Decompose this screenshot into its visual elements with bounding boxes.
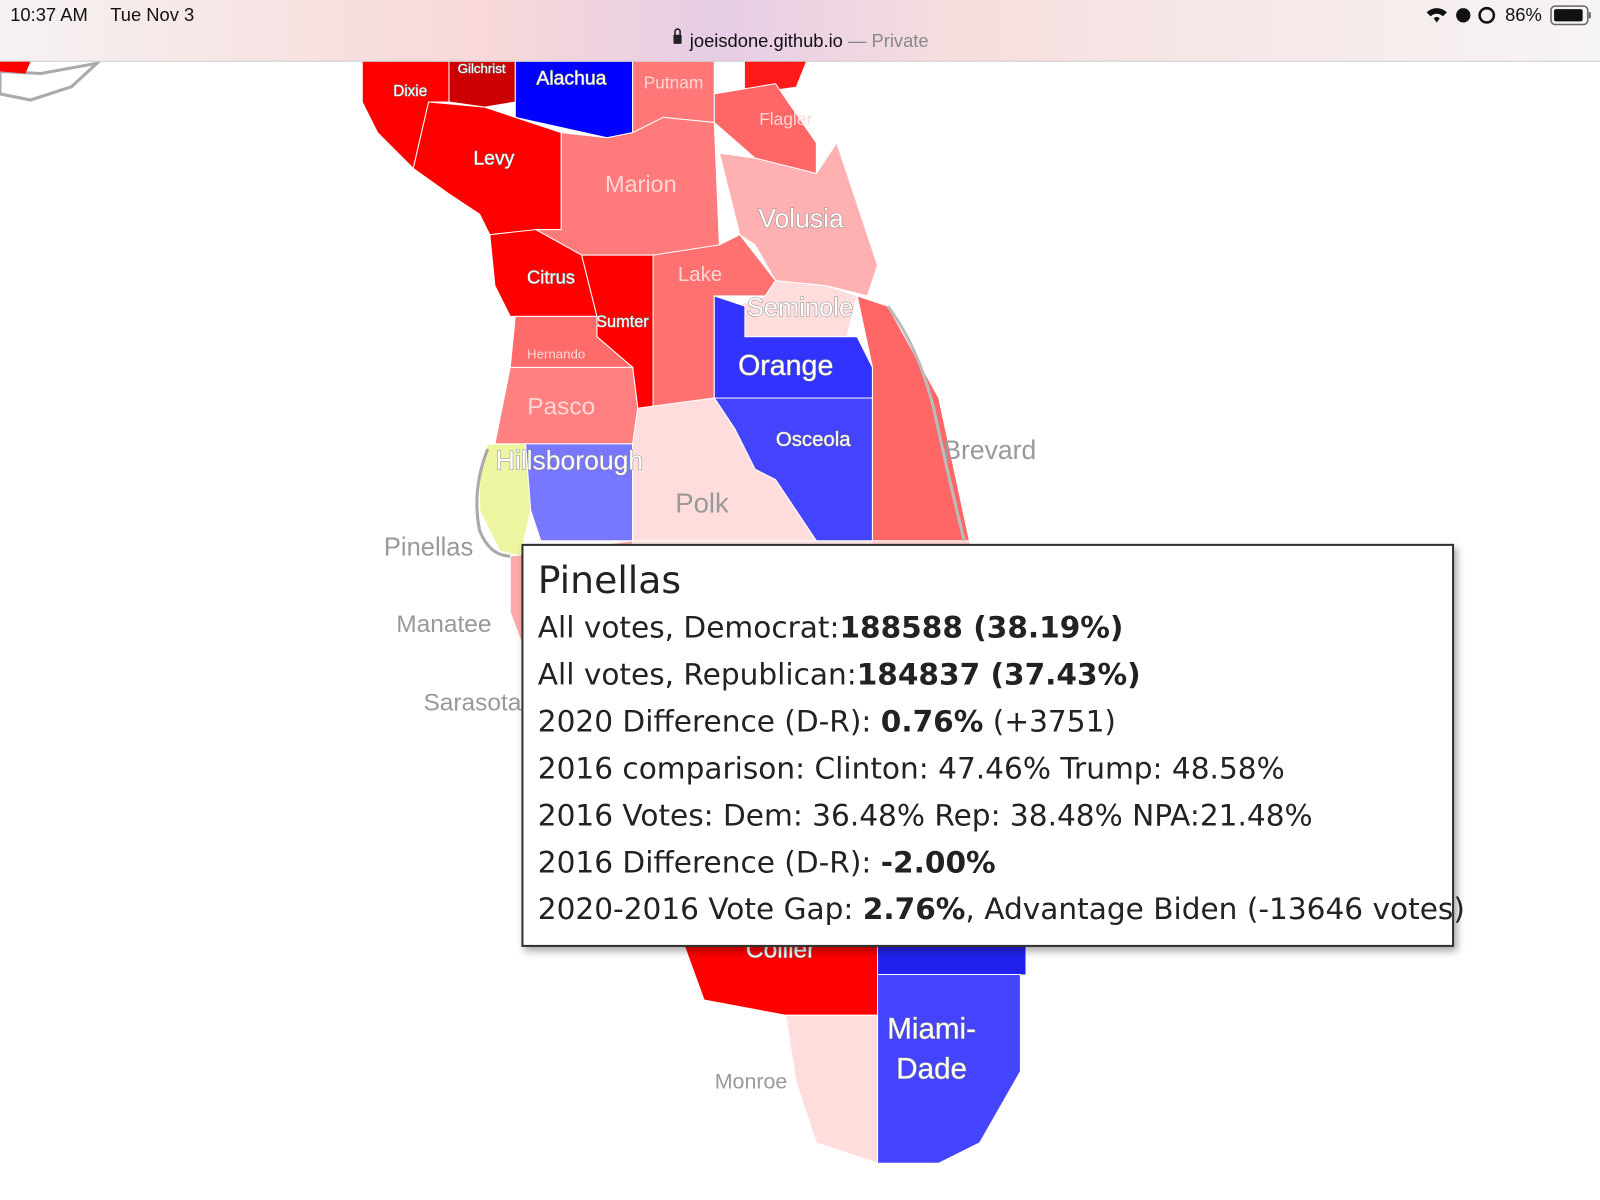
tooltip-line: 2020-2016 Vote Gap: 2.76%, Advantage Bid… bbox=[538, 892, 1465, 926]
county-label: Pasco bbox=[527, 394, 595, 421]
wifi-icon bbox=[1426, 8, 1447, 23]
url: joeisdone.github.io — Private bbox=[689, 30, 929, 51]
county-label: Sumter bbox=[596, 313, 649, 331]
browsing-mode: — Private bbox=[848, 30, 929, 51]
alarm-icon bbox=[1456, 8, 1471, 23]
tooltip-line: 2020 Difference (D-R): 0.76% (+3751) bbox=[538, 704, 1116, 738]
tooltip-line: All votes, Republican:184837 (37.43%) bbox=[538, 657, 1141, 691]
county-label: Volusia bbox=[758, 203, 844, 233]
time: 10:37 AM bbox=[10, 4, 88, 25]
county-label: Polk bbox=[675, 487, 729, 518]
tooltip-text: 2016 Votes: Dem: 36.48% Rep: 38.48% NPA:… bbox=[538, 798, 1313, 832]
tooltip-text: 2016 Difference (D-R): bbox=[538, 845, 881, 879]
tooltip-text: 2020-2016 Vote Gap: bbox=[538, 892, 863, 926]
date: Tue Nov 3 bbox=[110, 4, 194, 25]
tooltip-text: -2.00% bbox=[881, 845, 996, 879]
county bbox=[509, 315, 635, 368]
county-label: Osceola bbox=[776, 429, 851, 451]
county-label-line: Dade bbox=[896, 1052, 967, 1085]
tooltip-line: All votes, Democrat:188588 (38.19%) bbox=[538, 610, 1124, 644]
county-label: Flagler bbox=[759, 109, 812, 129]
county bbox=[632, 397, 818, 542]
tooltip-text: , Advantage Biden (-13646 votes) bbox=[965, 892, 1464, 926]
county-label: Monroe bbox=[715, 1069, 788, 1093]
county-label: Lake bbox=[678, 264, 722, 286]
county-label-line: Miami- bbox=[887, 1012, 976, 1045]
battery-tip bbox=[1588, 12, 1591, 19]
county-label: Citrus bbox=[527, 266, 575, 287]
county-label: Miami- Dade bbox=[887, 1012, 976, 1085]
coast bbox=[0, 60, 102, 102]
tooltip-text: All votes, Republican: bbox=[538, 657, 857, 691]
lock-shackle bbox=[674, 28, 681, 36]
county-label: Putnam bbox=[644, 72, 704, 92]
tooltip: Pinellas All votes, Democrat:188588 (38.… bbox=[521, 543, 1465, 947]
lock-icon bbox=[673, 34, 682, 44]
tooltip-text: 188588 (38.19%) bbox=[839, 610, 1123, 644]
county-label: Seminole bbox=[747, 294, 853, 322]
status-icons: 86% bbox=[1426, 4, 1591, 26]
battery-level bbox=[1554, 9, 1583, 22]
tooltip-title: Pinellas bbox=[538, 558, 681, 602]
url-domain: joeisdone.github.io bbox=[689, 30, 843, 51]
tooltip-text: (+3751) bbox=[983, 704, 1116, 738]
county-label: Hernando bbox=[527, 347, 585, 362]
tooltip-text: 2020 Difference (D-R): bbox=[538, 704, 881, 738]
county bbox=[785, 1014, 879, 1164]
tooltip-text: All votes, Democrat: bbox=[538, 610, 840, 644]
tooltip-text: 2016 comparison: Clinton: 47.46% Trump: … bbox=[538, 751, 1285, 785]
tooltip-text: 184837 (37.43%) bbox=[857, 657, 1141, 691]
tooltip-line: 2016 Votes: Dem: 36.48% Rep: 38.48% NPA:… bbox=[538, 798, 1313, 832]
county bbox=[718, 141, 879, 297]
tooltip-text: 0.76% bbox=[881, 704, 984, 738]
county-label: Marion bbox=[605, 171, 677, 197]
address-bar[interactable]: joeisdone.github.io — Private bbox=[673, 28, 929, 51]
top-bar bbox=[0, 0, 1600, 62]
tooltip-box bbox=[521, 543, 1455, 947]
county-label: Levy bbox=[473, 147, 514, 169]
battery bbox=[1550, 5, 1589, 26]
county-label: Pinellas bbox=[384, 534, 473, 562]
county-label: Gilchrist bbox=[458, 61, 506, 76]
county-label: Dixie bbox=[393, 83, 427, 100]
coast bbox=[886, 305, 966, 542]
tooltip-text: 2.76% bbox=[863, 892, 966, 926]
land bbox=[877, 943, 1026, 975]
county-label: Manatee bbox=[396, 611, 491, 638]
county bbox=[856, 295, 971, 542]
county-label: Brevard bbox=[943, 435, 1036, 465]
tooltip-line: 2016 Difference (D-R): -2.00% bbox=[538, 845, 996, 879]
counties bbox=[361, 60, 1021, 1164]
county-label: Hillsborough bbox=[496, 445, 643, 475]
county-label: Alachua bbox=[536, 68, 606, 90]
lock-rotation-icon bbox=[1478, 6, 1496, 24]
coast bbox=[475, 448, 511, 558]
county-label: Orange bbox=[738, 350, 833, 382]
land bbox=[0, 61, 31, 74]
tooltip-line: 2016 comparison: Clinton: 47.46% Trump: … bbox=[538, 751, 1285, 785]
county-label: Sarasota bbox=[423, 690, 521, 717]
battery-percent: 86% bbox=[1505, 4, 1542, 25]
